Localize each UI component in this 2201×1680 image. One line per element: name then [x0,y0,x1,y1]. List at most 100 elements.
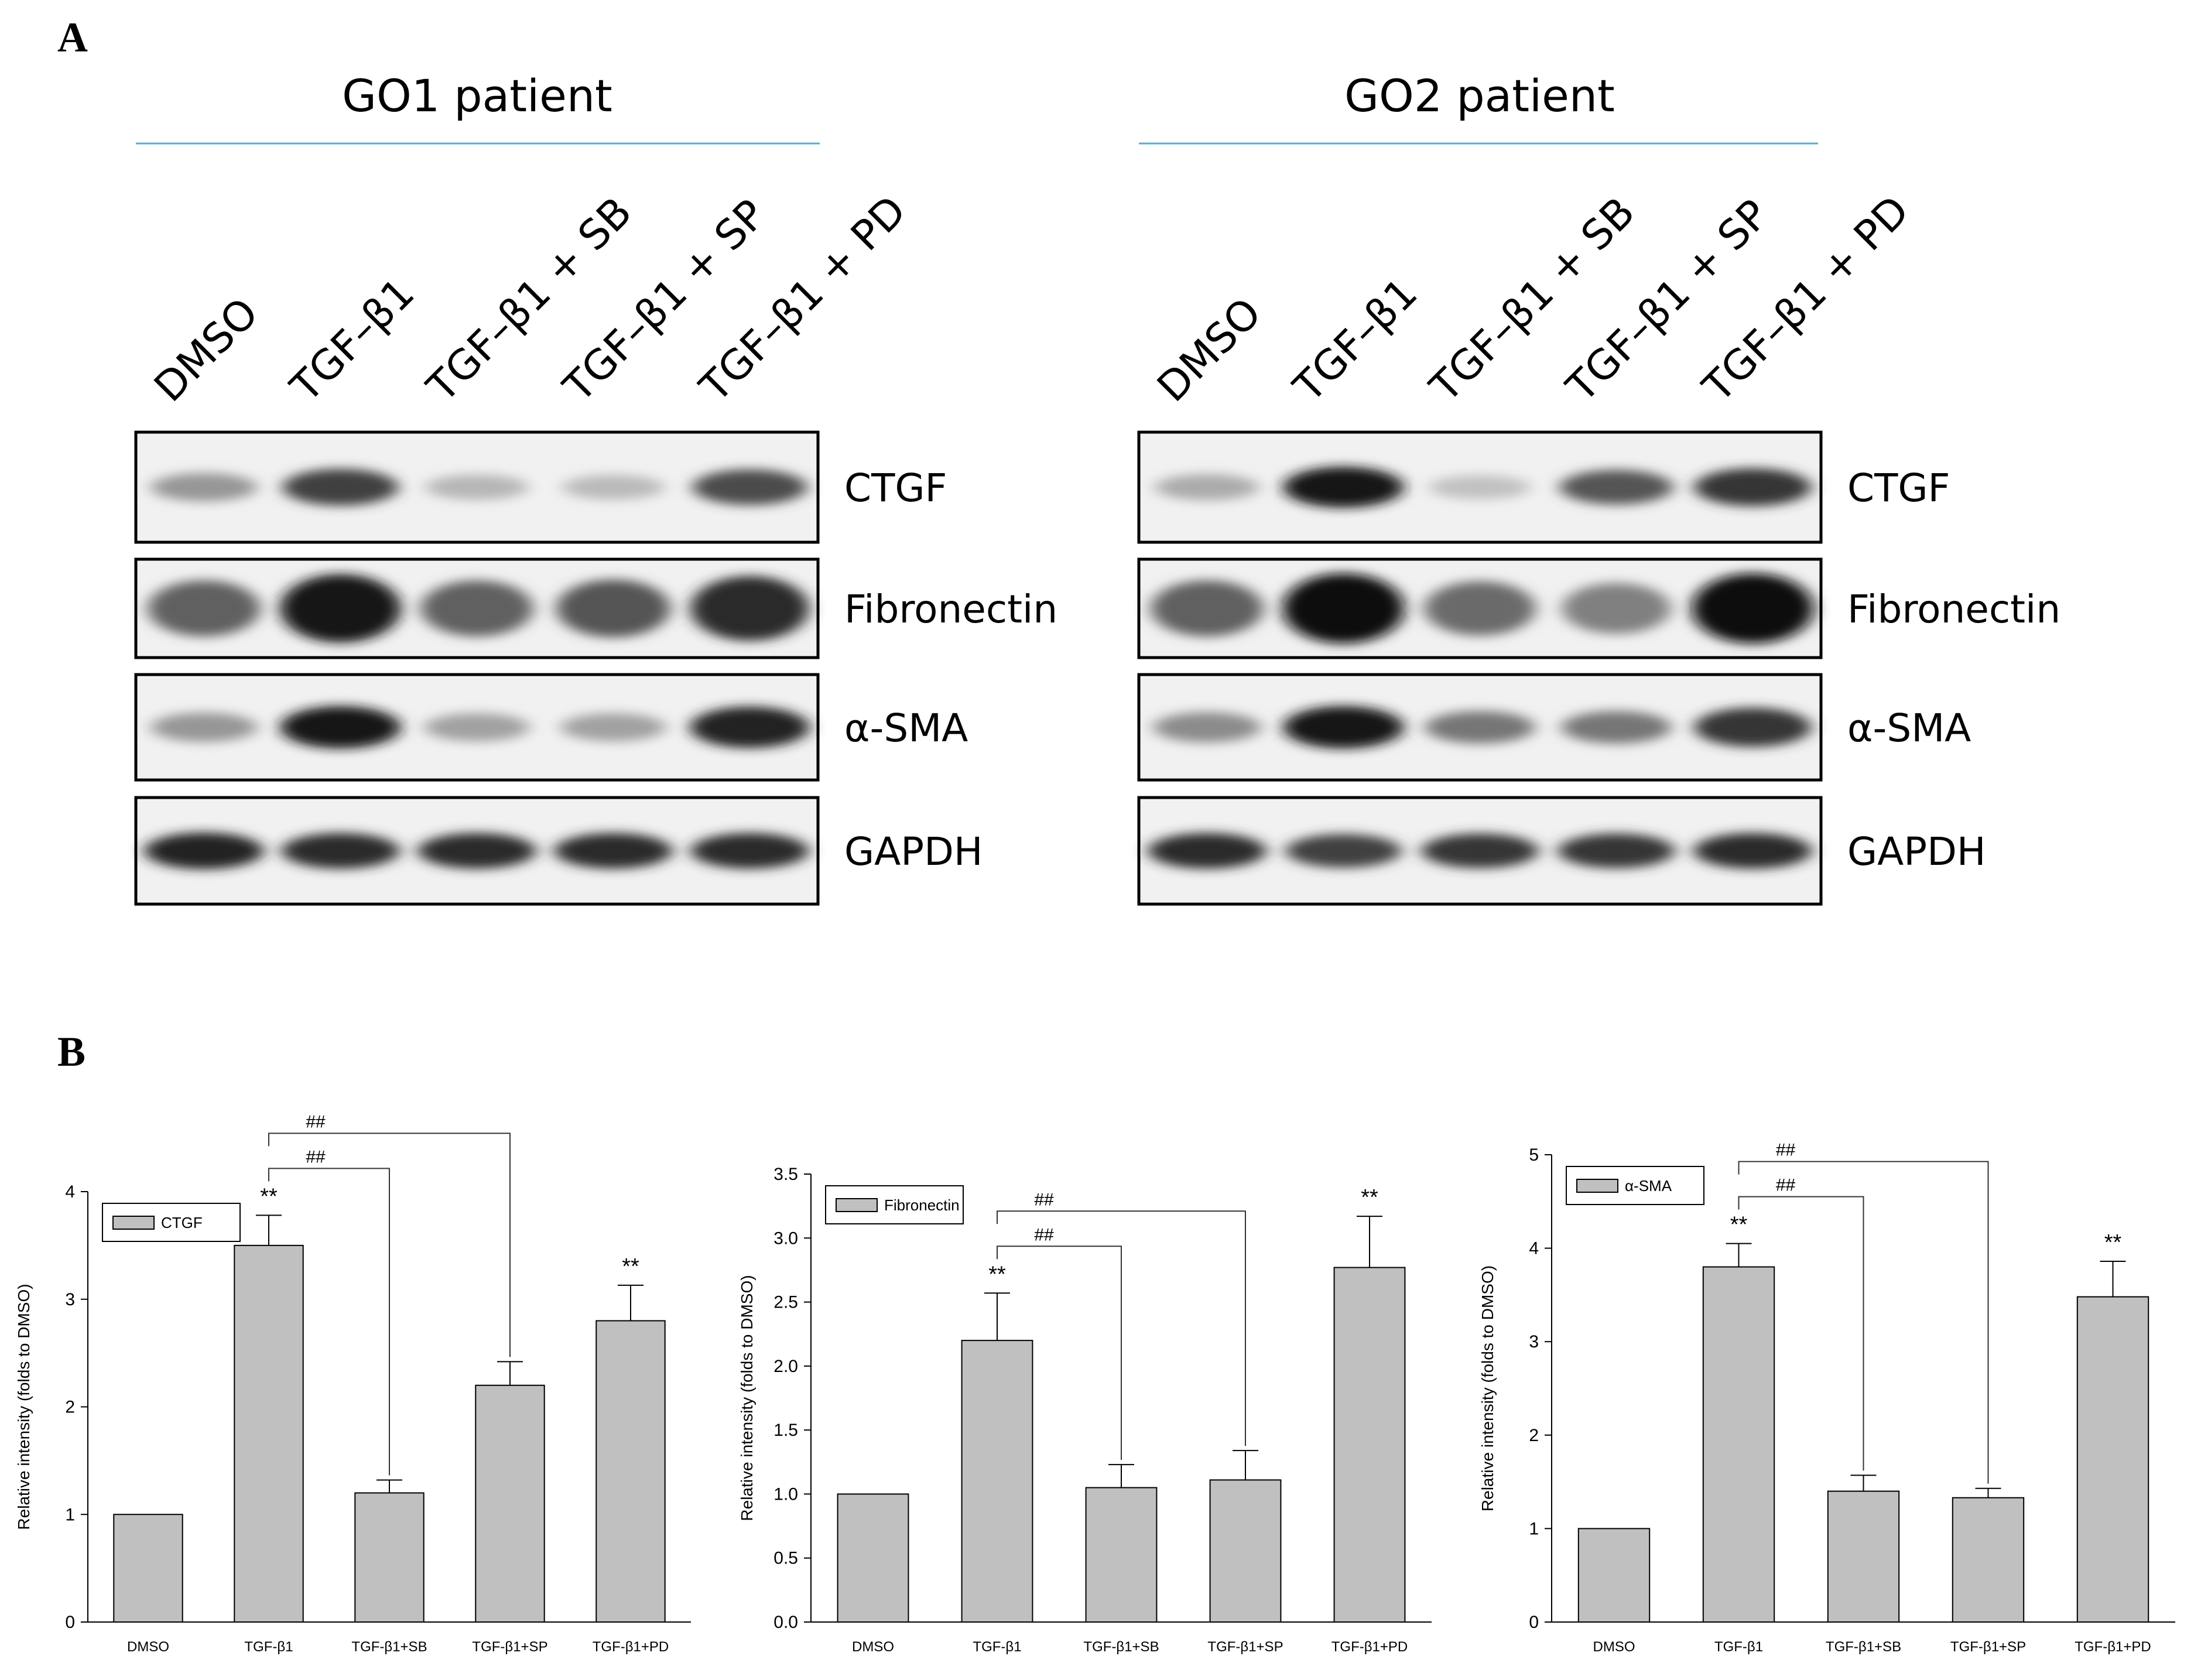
bar [2076,1296,2149,1623]
bar [1952,1497,2025,1623]
x-tick-label: TGF-β1 [1714,1639,1763,1655]
blot-band [1421,833,1539,868]
bar [1085,1487,1158,1623]
bands [144,832,809,870]
blot-row-0 [134,430,820,544]
legend-label: CTGF [161,1214,203,1231]
y-tick-label: 2 [65,1398,75,1417]
y-tick-label: 1.5 [773,1421,798,1440]
comparison-label: ## [1034,1225,1054,1244]
blot-band [1562,583,1671,634]
blot-band [1153,711,1261,743]
comparison-bracket [1738,1196,1864,1471]
bands [1151,573,1814,644]
panel-b-letter: B [57,1028,85,1075]
patient-title: GO1 patient [342,70,612,122]
blot-band [150,712,258,743]
bar [113,1514,183,1623]
x-tick-label: TGF-β1+SP [1207,1639,1283,1655]
significance-marker: ** [622,1254,639,1279]
bar [595,1320,666,1623]
significance-marker: ** [988,1262,1006,1286]
bar [475,1384,545,1623]
bar [1577,1528,1651,1623]
protein-label: CTGF [844,466,947,511]
blot-band [1558,833,1675,868]
bar [961,1340,1033,1623]
y-tick-label: 0.5 [773,1549,798,1568]
blot-band [562,474,665,500]
protein-label: α-SMA [1847,706,1971,751]
patient-title: GO2 patient [1344,70,1615,122]
blot-band [554,833,673,869]
comparison-label: ## [306,1112,326,1131]
y-axis-label: Relative intensity (folds to DMSO) [1478,1265,1497,1511]
blot-band [692,469,807,505]
comparison-bracket [1738,1161,1989,1484]
x-tick-label: TGF-β1+PD [2075,1639,2151,1655]
blot-band [282,468,399,506]
blot-row-0 [1137,430,1823,544]
blot-band [1693,833,1812,869]
comparison-bracket [997,1246,1122,1460]
blot-row-3 [134,796,820,906]
legend-swatch [836,1198,878,1212]
legend-label: Fibronectin [884,1196,960,1214]
x-tick-label: DMSO [127,1639,169,1655]
x-tick-label: TGF-β1+SP [1950,1639,2026,1655]
significance-marker: ** [260,1184,278,1209]
bands [150,706,810,749]
blot-band [424,713,530,742]
legend-label: α-SMA [1625,1177,1672,1195]
bar [1827,1490,1900,1623]
bands [150,468,807,506]
lane-label: DMSO [1148,289,1271,411]
blot-row-1 [1137,557,1823,659]
blot-band [1155,474,1259,501]
significance-marker: ** [1730,1213,1748,1237]
blot-band [1151,580,1264,637]
y-tick-label: 5 [1529,1145,1539,1165]
blot-band [420,580,533,637]
blot-band [1425,711,1535,744]
blot-band [144,832,264,870]
bar-chart-panels: 0 1 2 3 4 Relative intensity (folds to DMSO) D… [15,1112,2175,1655]
bar [1702,1266,1775,1623]
x-tick-label: DMSO [1593,1639,1635,1655]
bar [837,1493,909,1623]
y-tick-label: 3 [1529,1332,1539,1351]
protein-label: CTGF [1847,466,1950,511]
blot-band [280,574,401,643]
y-axis-label: Relative intensity (folds to DMSO) [738,1275,756,1521]
x-tick-label: TGF-β1+PD [593,1639,669,1655]
panel-a-letter: A [57,14,88,61]
blot-band [417,833,536,869]
y-tick-label: 2.0 [773,1357,798,1376]
protein-label: Fibronectin [1847,587,2060,632]
significance-marker: ** [2104,1230,2122,1255]
x-tick-label: TGF-β1+SB [351,1639,427,1655]
bands [1153,706,1812,749]
blot-band [690,833,809,869]
lane-label: TGF–β1 [281,269,424,412]
blot-band [1148,833,1266,869]
blot-band [1282,573,1405,644]
y-tick-label: 0.0 [773,1613,798,1632]
blot-row-3 [1137,796,1823,906]
y-tick-label: 0 [1529,1613,1539,1632]
lane-label: TGF–β1 [1284,269,1427,412]
blot-band [281,833,400,869]
x-tick-label: TGF-β1 [244,1639,293,1655]
comparison-label: ## [1776,1176,1796,1195]
y-tick-label: 1 [65,1505,75,1524]
bands [1148,833,1812,869]
y-tick-label: 1.0 [773,1484,798,1504]
comparison-label: ## [306,1147,326,1166]
lane-label: DMSO [145,289,268,411]
blot-band [148,580,261,637]
bar [1333,1267,1406,1623]
y-axis-label: Relative intensity (folds to DMSO) [15,1284,33,1530]
